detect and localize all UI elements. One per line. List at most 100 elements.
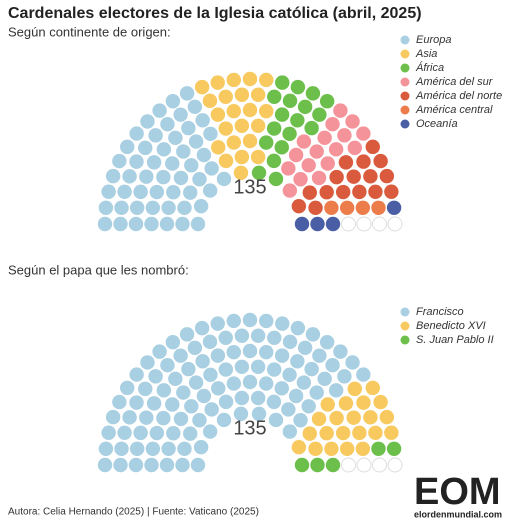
seat xyxy=(250,87,266,102)
seat xyxy=(133,425,148,441)
empty-seat xyxy=(341,216,356,232)
seat xyxy=(138,381,153,397)
seat xyxy=(312,348,327,363)
seat xyxy=(250,328,266,343)
seat xyxy=(266,362,282,377)
legend-label: Francisco xyxy=(416,306,464,318)
seat xyxy=(308,441,323,457)
seat xyxy=(339,200,355,215)
seat xyxy=(259,72,274,88)
legend-label: Asia xyxy=(415,48,437,60)
seat xyxy=(333,103,348,118)
seat xyxy=(242,343,258,359)
seat xyxy=(112,153,127,169)
seat xyxy=(173,348,188,363)
seat xyxy=(347,140,362,156)
seat xyxy=(210,75,225,90)
seat xyxy=(371,200,386,215)
legend-swatch xyxy=(400,91,410,101)
seat xyxy=(386,200,402,215)
seat xyxy=(267,330,282,345)
seat xyxy=(304,361,319,377)
empty-seat xyxy=(372,216,387,232)
seat xyxy=(165,335,181,350)
seat xyxy=(173,107,188,122)
seat xyxy=(335,425,351,441)
seat xyxy=(122,169,137,184)
seat xyxy=(181,361,196,377)
seat xyxy=(352,425,367,441)
seat xyxy=(293,413,308,428)
seat xyxy=(101,425,116,440)
seat xyxy=(319,335,335,350)
seat xyxy=(288,147,304,163)
seat xyxy=(160,117,175,132)
seat xyxy=(202,183,218,198)
legend-label: África xyxy=(415,61,444,74)
seat xyxy=(282,334,298,350)
seat xyxy=(274,107,290,122)
seat xyxy=(324,200,339,216)
seat xyxy=(233,406,249,421)
seat xyxy=(345,355,360,370)
seat xyxy=(291,440,307,455)
legend-swatch xyxy=(400,49,410,59)
seat xyxy=(356,126,371,141)
seat xyxy=(294,216,310,232)
seat xyxy=(379,409,395,425)
seat xyxy=(329,169,344,185)
logo-url: elordenmundial.com xyxy=(414,509,502,519)
seat xyxy=(202,334,218,350)
seat xyxy=(193,199,209,214)
legend-label: América del norte xyxy=(415,90,502,102)
seat xyxy=(165,397,180,412)
seat xyxy=(373,394,388,410)
seat xyxy=(242,133,258,149)
seat xyxy=(156,383,172,398)
seat xyxy=(216,412,232,428)
seat xyxy=(296,134,312,149)
seat xyxy=(188,375,204,390)
seat xyxy=(355,200,371,215)
seat xyxy=(120,380,135,396)
seat xyxy=(113,216,128,232)
seat xyxy=(274,140,289,155)
seat xyxy=(114,200,129,215)
seat xyxy=(204,402,219,417)
seat xyxy=(184,158,199,173)
seat xyxy=(173,411,189,427)
seat xyxy=(386,441,402,456)
seat xyxy=(161,441,176,457)
seat xyxy=(156,169,171,185)
seat xyxy=(234,149,250,165)
legend-swatch xyxy=(400,105,410,115)
total: 135 xyxy=(233,417,266,439)
seat xyxy=(210,107,226,122)
seat xyxy=(266,394,282,410)
seat xyxy=(168,371,183,387)
seat xyxy=(177,441,192,457)
seat xyxy=(146,396,162,411)
seat xyxy=(274,348,290,363)
seat xyxy=(282,367,297,382)
seat xyxy=(251,406,267,421)
legend-label: S. Juan Pablo II xyxy=(416,334,494,346)
seat xyxy=(333,344,348,359)
legend-label: Europa xyxy=(416,34,451,46)
seat xyxy=(346,410,361,425)
seat xyxy=(282,93,298,109)
seat xyxy=(192,172,207,187)
seat xyxy=(266,153,282,169)
seat xyxy=(168,130,183,146)
seat xyxy=(112,394,127,410)
seat xyxy=(317,371,332,387)
seat xyxy=(259,313,274,329)
seat xyxy=(176,144,191,159)
seat xyxy=(356,395,371,410)
seat xyxy=(166,426,181,441)
legend-swatch xyxy=(400,35,410,45)
seat xyxy=(356,367,371,382)
seat xyxy=(365,380,380,396)
footer: Autora: Celia Hernando (2025) | Fuente: … xyxy=(8,507,259,518)
seat xyxy=(202,424,218,439)
